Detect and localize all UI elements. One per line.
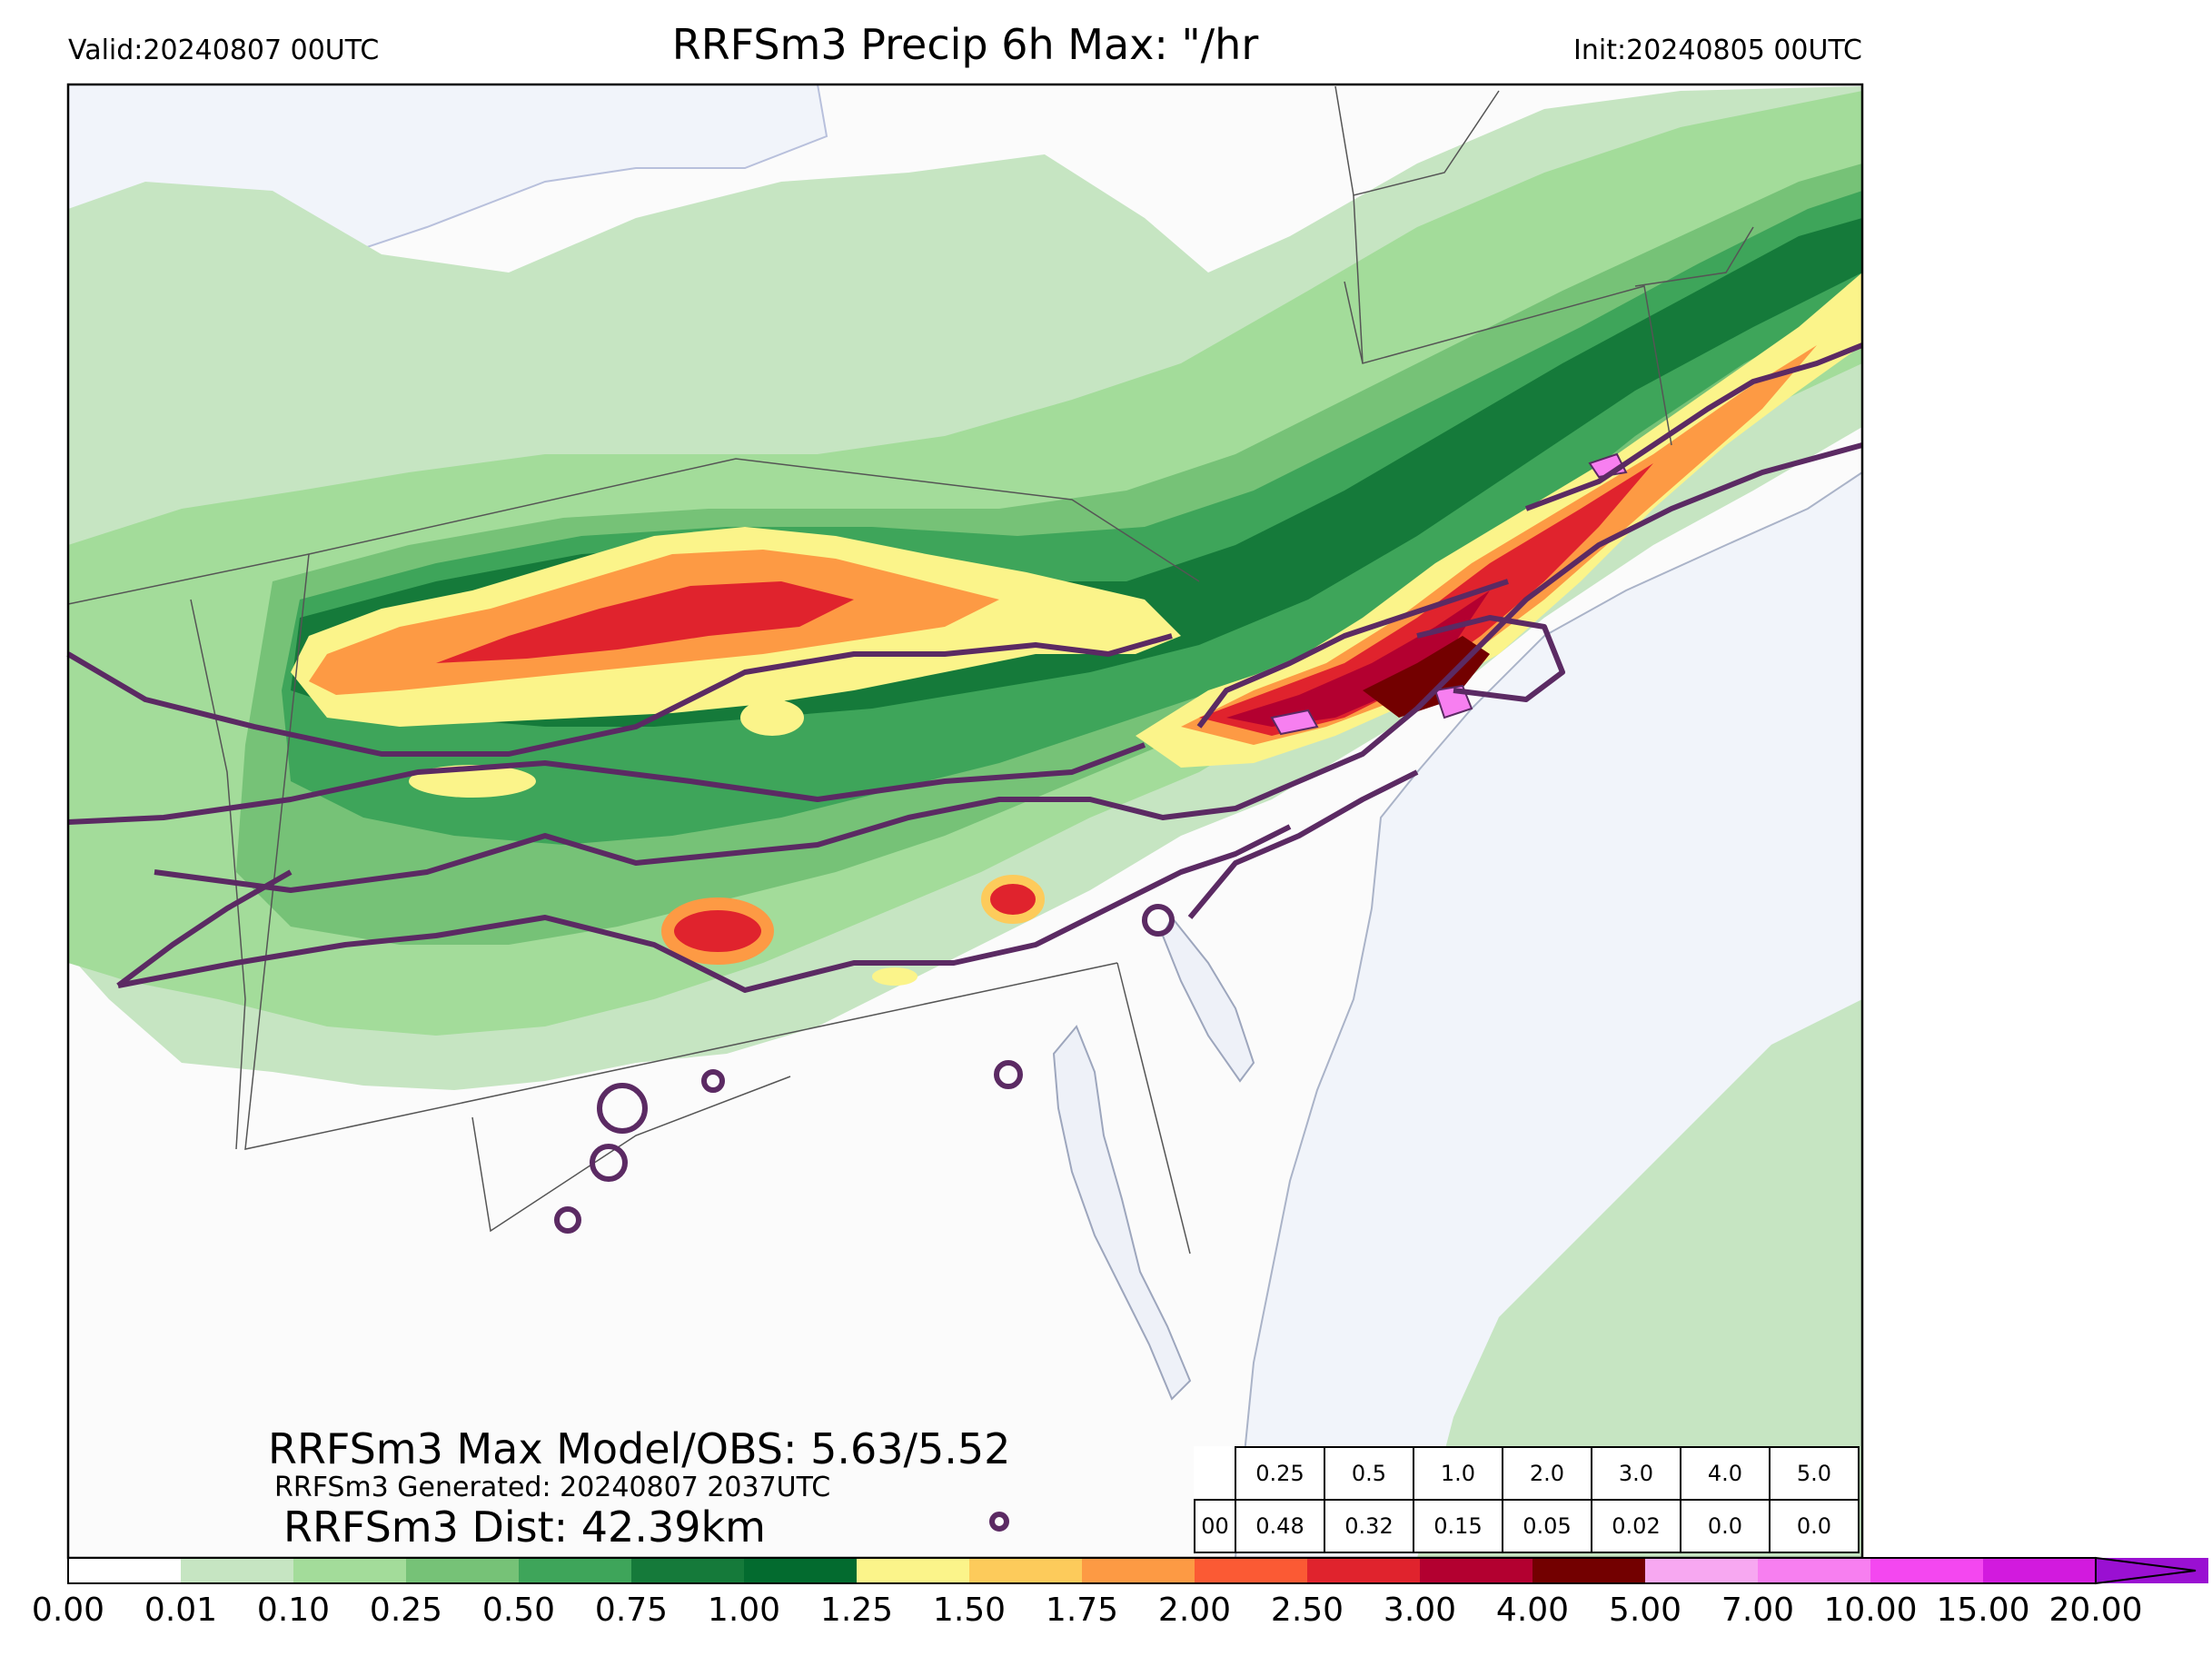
colorbar bbox=[67, 1556, 2208, 1585]
precip-area-light-ocean bbox=[1417, 999, 1862, 1558]
score-cell: 0.32 bbox=[1324, 1499, 1414, 1553]
observed-precip-contours bbox=[66, 342, 1864, 1532]
score-cell: 0.02 bbox=[1591, 1499, 1681, 1553]
score-cell: 0.05 bbox=[1502, 1499, 1592, 1553]
map-title: RRFSm3 Precip 6h Max: "/hr bbox=[671, 20, 1259, 69]
colorbar-segment bbox=[1870, 1558, 1983, 1583]
colorbar-tick-label: 0.75 bbox=[594, 1592, 669, 1629]
colorbar-tick-label: 0.01 bbox=[144, 1592, 218, 1629]
table-corner-empty bbox=[1195, 1447, 1235, 1500]
colorbar-segment bbox=[68, 1558, 181, 1583]
extreme-rain-pink bbox=[1270, 452, 1628, 736]
colorbar-tick-label: 0.00 bbox=[31, 1592, 105, 1629]
storm-cell-5 bbox=[872, 967, 918, 986]
colorbar-tick-label: 1.75 bbox=[1045, 1592, 1119, 1629]
colorbar-segment bbox=[1082, 1558, 1195, 1583]
delaware-bay-water bbox=[1161, 916, 1255, 1083]
colorbar-tick-label: 5.00 bbox=[1608, 1592, 1682, 1629]
threshold-cell: 2.0 bbox=[1502, 1446, 1592, 1501]
heavy-band-east-red bbox=[1199, 463, 1653, 736]
colorbar-tick-label: 4.00 bbox=[1495, 1592, 1570, 1629]
storm-cell-2 bbox=[981, 875, 1045, 924]
score-row: 00 0.48 0.32 0.15 0.05 0.02 0.0 0.0 bbox=[1194, 1499, 1860, 1553]
score-row-label: 00 bbox=[1194, 1499, 1236, 1553]
colorbar-segment bbox=[1420, 1558, 1533, 1583]
score-cell: 0.15 bbox=[1413, 1499, 1503, 1553]
colorbar-frame bbox=[67, 1557, 2097, 1584]
colorbar-segment bbox=[1307, 1558, 1420, 1583]
valid-time-label: Valid:20240807 00UTC bbox=[68, 35, 380, 66]
colorbar-tick-label: 2.00 bbox=[1157, 1592, 1232, 1629]
colorbar-segment bbox=[1758, 1558, 1870, 1583]
colorbar-segment bbox=[181, 1558, 293, 1583]
colorbar-tick-label: 0.25 bbox=[369, 1592, 443, 1629]
heavy-band-east-core bbox=[1363, 636, 1490, 718]
score-cell: 0.48 bbox=[1235, 1499, 1325, 1553]
colorbar-tick-label: 15.00 bbox=[1936, 1592, 2030, 1629]
threshold-cell: 1.0 bbox=[1413, 1446, 1503, 1501]
colorbar-segment bbox=[1195, 1558, 1307, 1583]
max-model-obs-label: RRFSm3 Max Model/OBS: 5.63/5.52 bbox=[268, 1424, 1011, 1473]
colorbar-tick-label: 0.50 bbox=[481, 1592, 556, 1629]
threshold-cell: 5.0 bbox=[1769, 1446, 1860, 1501]
colorbar-segment bbox=[631, 1558, 744, 1583]
heavy-band-west-red bbox=[436, 581, 854, 663]
colorbar-tick-label: 10.00 bbox=[1823, 1592, 1918, 1629]
score-cell: 0.0 bbox=[1680, 1499, 1771, 1553]
storm-cell-4 bbox=[740, 699, 804, 736]
chesapeake-bay-water bbox=[1052, 1025, 1192, 1401]
threshold-row: 0.25 0.5 1.0 2.0 3.0 4.0 5.0 bbox=[1195, 1446, 1860, 1501]
colorbar-tick-label: 3.00 bbox=[1383, 1592, 1457, 1629]
colorbar-segment bbox=[1533, 1558, 1645, 1583]
colorbar-segment bbox=[1645, 1558, 1758, 1583]
colorbar-tick-label: 7.00 bbox=[1721, 1592, 1795, 1629]
distance-label: RRFSm3 Dist: 42.39km bbox=[283, 1502, 766, 1552]
colorbar-tick-label: 1.00 bbox=[707, 1592, 781, 1629]
colorbar-segment bbox=[1983, 1558, 2096, 1583]
colorbar-segment bbox=[969, 1558, 1082, 1583]
threshold-cell: 4.0 bbox=[1680, 1446, 1771, 1501]
colorbar-segment bbox=[293, 1558, 406, 1583]
colorbar-tick-label: 2.50 bbox=[1270, 1592, 1344, 1629]
generated-label: RRFSm3 Generated: 20240807 2037UTC bbox=[274, 1472, 831, 1503]
colorbar-segment bbox=[519, 1558, 631, 1583]
threshold-cell: 0.25 bbox=[1235, 1446, 1325, 1501]
colorbar-segment bbox=[406, 1558, 519, 1583]
threshold-table: 0.25 0.5 1.0 2.0 3.0 4.0 5.0 00 0.48 0.3… bbox=[1194, 1446, 1860, 1553]
score-cell: 0.0 bbox=[1769, 1499, 1860, 1553]
init-time-label: Init:20240805 00UTC bbox=[1573, 35, 1862, 66]
colorbar-segment bbox=[744, 1558, 857, 1583]
colorbar-segment bbox=[857, 1558, 969, 1583]
colorbar-tick-label: 1.25 bbox=[819, 1592, 894, 1629]
threshold-cell: 3.0 bbox=[1591, 1446, 1681, 1501]
colorbar-tick-label: 20.00 bbox=[2048, 1592, 2143, 1629]
threshold-cell: 0.5 bbox=[1324, 1446, 1414, 1501]
storm-cell-1 bbox=[661, 897, 774, 965]
colorbar-tick-label: 1.50 bbox=[932, 1592, 1007, 1629]
colorbar-tick-label: 0.10 bbox=[256, 1592, 331, 1629]
